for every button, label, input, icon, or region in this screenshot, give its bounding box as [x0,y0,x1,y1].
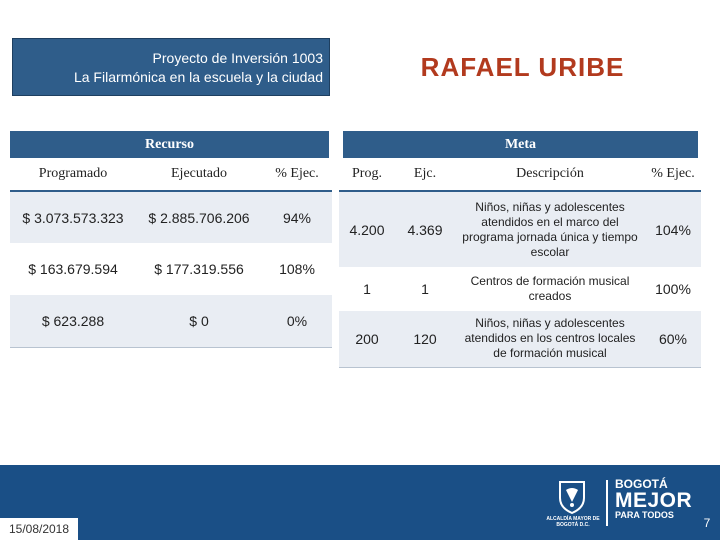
project-title-box: Proyecto de Inversión 1003 La Filarmónic… [12,38,330,96]
cell-prog: 1 [363,281,371,297]
cell-ejc: 4.369 [407,221,443,238]
cell-prog: 200 [355,330,379,347]
col-programado: Programado [10,158,136,191]
cell-programado: $ 163.679.594 [28,261,118,277]
brand-line-1: BOGOTÁ [615,477,668,491]
cell-prog: 4.200 [349,221,385,238]
alcaldia-text: ALCALDÍA MAYOR DE BOGOTÁ D.C. [546,516,600,528]
meta-table: Prog. Ejc. Descripción % Ejec. 4.200 4.3… [339,158,701,368]
recurso-table: Programado Ejecutado % Ejec. $ 3.073.573… [10,158,332,348]
cell-ejc: 120 [413,330,437,347]
table-row: 4.200 4.369 Niños, niñas y adolescentes … [339,191,701,267]
slide-date: 15/08/2018 [0,518,78,540]
table-row: $ 163.679.594 $ 177.319.556 108% [10,243,332,295]
footer-band [0,465,720,540]
table-row: 1 1 Centros de formación musical creados… [339,267,701,311]
col-ejecutado: Ejecutado [136,158,262,191]
cell-ejc: 1 [421,281,429,297]
cell-pct: 104% [655,221,691,238]
col-pct-ejec: % Ejec. [645,158,701,191]
logo-divider [606,480,608,526]
bogota-logo: ALCALDÍA MAYOR DE BOGOTÁ D.C. BOGOTÁ MEJ… [545,478,695,528]
cell-programado: $ 623.288 [41,312,105,329]
brand-line-3: PARA TODOS [615,511,695,520]
col-prog: Prog. [339,158,395,191]
cell-descripcion: Niños, niñas y adolescentes atendidos en… [464,316,636,361]
cell-pct: 108% [279,261,315,277]
locality-title: RAFAEL URIBE [420,52,625,82]
cell-descripcion: Niños, niñas y adolescentes atendidos en… [462,199,638,259]
project-subtitle: La Filarmónica en la escuela y la ciudad [73,69,323,85]
col-ejc: Ejc. [395,158,455,191]
meta-header: Meta [343,131,698,159]
page-number: 7 [703,516,711,530]
cell-ejecutado: $ 2.885.706.206 [148,209,250,226]
cell-pct: 0% [286,312,308,329]
brand-text: BOGOTÁ MEJOR PARA TODOS [615,478,695,520]
cell-ejecutado: $ 0 [189,312,209,329]
brand-line-2: MEJOR [615,489,693,512]
cell-pct: 60% [658,330,688,347]
cell-descripcion: Centros de formación musical creados [470,274,630,303]
col-pct-ejec: % Ejec. [262,158,332,191]
cell-pct: 100% [655,281,691,297]
table-row: 200 120 Niños, niñas y adolescentes aten… [339,311,701,367]
cell-pct: 94% [282,209,312,226]
recurso-header: Recurso [10,131,329,159]
project-title: Proyecto de Inversión 1003 [152,50,323,66]
cell-programado: $ 3.073.573.323 [22,209,124,226]
col-descripcion: Descripción [455,158,645,191]
coat-of-arms-icon [559,481,585,514]
table-row: $ 3.073.573.323 $ 2.885.706.206 94% [10,191,332,243]
cell-ejecutado: $ 177.319.556 [154,261,244,277]
table-row: $ 623.288 $ 0 0% [10,295,332,347]
